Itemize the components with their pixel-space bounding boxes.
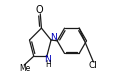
- Text: H: H: [45, 60, 51, 69]
- Text: N: N: [50, 33, 57, 42]
- Text: Cl: Cl: [88, 61, 97, 70]
- Text: O: O: [35, 5, 43, 15]
- Text: N: N: [44, 55, 50, 64]
- Text: Me: Me: [19, 64, 30, 73]
